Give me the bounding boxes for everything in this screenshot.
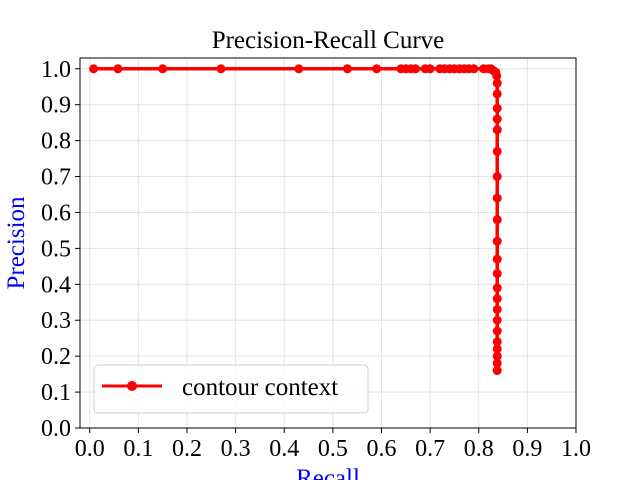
data-point: [492, 193, 502, 203]
data-point: [492, 114, 502, 124]
data-point: [492, 315, 502, 325]
data-point: [492, 215, 502, 225]
chart-title: Precision-Recall Curve: [212, 27, 445, 54]
data-point: [492, 337, 502, 347]
data-point: [492, 125, 502, 135]
data-point: [216, 64, 226, 74]
y-tick-label: 0.1: [41, 380, 71, 406]
data-point: [342, 64, 352, 74]
data-point: [492, 78, 502, 88]
y-tick-label: 1.0: [41, 57, 71, 83]
data-point: [492, 283, 502, 293]
y-tick-label: 0.0: [41, 416, 71, 442]
data-point: [492, 236, 502, 246]
x-tick-label: 0.1: [123, 436, 153, 462]
y-tick-label: 0.5: [41, 236, 71, 262]
data-point: [492, 344, 502, 354]
x-axis-label: Recall: [296, 465, 360, 480]
x-tick-label: 0.8: [464, 436, 494, 462]
y-tick-label: 0.6: [41, 200, 71, 226]
data-point: [89, 64, 99, 74]
data-point: [492, 304, 502, 314]
data-point: [492, 326, 502, 336]
x-tick-label: 0.3: [221, 436, 251, 462]
x-tick-label: 0.6: [366, 436, 396, 462]
axis-ticks: 0.0 0.1 0.2 0.3 0.4 0.5 0.6 0.7 0.8 0.9 1.0 0.0 0.1 0…: [41, 57, 591, 462]
x-tick-label: 0.7: [415, 436, 445, 462]
data-point: [372, 64, 382, 74]
data-point: [492, 294, 502, 304]
data-point: [492, 146, 502, 156]
data-point: [492, 172, 502, 182]
x-tick-label: 1.0: [561, 436, 591, 462]
data-point: [492, 103, 502, 113]
y-tick-label: 0.2: [41, 344, 71, 370]
data-point: [492, 254, 502, 264]
plot-frame: [79, 57, 577, 429]
data-point: [469, 64, 479, 74]
y-tick-label: 0.3: [41, 308, 71, 334]
y-tick-label: 0.7: [41, 165, 71, 191]
x-tick-label: 0.9: [512, 436, 542, 462]
series-layer: [89, 64, 502, 376]
data-point: [492, 351, 502, 361]
legend-label: contour context: [182, 374, 338, 401]
y-tick-label: 0.9: [41, 93, 71, 119]
legend: contour context: [93, 364, 369, 414]
data-point: [425, 64, 435, 74]
data-point: [158, 64, 168, 74]
y-tick-label: 0.4: [41, 272, 71, 298]
data-point: [492, 269, 502, 279]
data-point: [113, 64, 123, 74]
x-tick-label: 0.4: [269, 436, 299, 462]
data-point: [492, 358, 502, 368]
data-point: [492, 89, 502, 99]
legend-box: [93, 364, 369, 414]
x-tick-label: 0.5: [318, 436, 348, 462]
data-point: [411, 64, 421, 74]
y-axis-label: Precision: [3, 196, 30, 290]
x-tick-label: 0.2: [172, 436, 202, 462]
legend-marker: [127, 381, 137, 391]
data-point: [294, 64, 304, 74]
x-tick-label: 0.0: [75, 436, 105, 462]
data-point: [492, 366, 502, 376]
data-point: [492, 71, 502, 81]
y-tick-label: 0.8: [41, 129, 71, 155]
